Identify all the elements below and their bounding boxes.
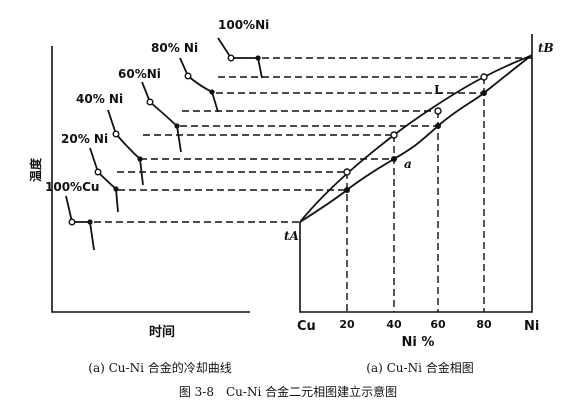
- curve-label-20ni: 20% Ni: [61, 132, 108, 146]
- liquidus-line: [299, 54, 533, 223]
- cooling-curve-40ni: [107, 109, 144, 186]
- cooling-axes: [51, 46, 250, 313]
- solidus-label: a: [404, 157, 412, 171]
- cooling-curve-20ni: [89, 147, 119, 213]
- x-tick-60: 60: [430, 318, 446, 331]
- caption-left: (a) Cu-Ni 合金的冷却曲线: [88, 360, 231, 375]
- curve-label-100ni: 100%Ni: [218, 18, 269, 32]
- cooling-curve-100ni: [217, 37, 263, 79]
- phase-axes: [299, 34, 533, 313]
- liquidus-point-20: [343, 168, 351, 176]
- temperature-axis-label: 温度: [28, 157, 43, 182]
- solidus-point-40: [391, 156, 397, 162]
- solidus-line: [299, 54, 533, 223]
- x-tick-40: 40: [386, 318, 402, 331]
- curve-label-40ni: 40% Ni: [76, 92, 123, 106]
- solidus-point-60: [435, 123, 441, 129]
- curve-label-80ni: 80% Ni: [151, 41, 198, 55]
- liquidus-point-80: [480, 73, 488, 81]
- liquidus-point-60: [434, 107, 442, 115]
- x-axis-ni-label: Ni: [524, 319, 539, 334]
- cooling-curve-60ni: [141, 81, 182, 153]
- phase-diagram-chart: tA tB L a Cu Ni 20 40 60 80 Ni %: [284, 34, 554, 350]
- caption-right: (a) Cu-Ni 合金相图: [366, 360, 473, 375]
- cooling-curve-100cu: [65, 195, 95, 251]
- liquidus-point-40: [390, 131, 398, 139]
- projection-lines-vertical: [346, 77, 485, 312]
- solidus-point-20: [344, 187, 350, 193]
- x-axis-cu-label: Cu: [297, 319, 316, 334]
- tb-label: tB: [538, 41, 554, 55]
- cooling-curves-chart: 温度 时间 100%Ni 80% Ni 60%Ni 40% Ni 20% Ni …: [28, 18, 269, 340]
- curve-label-100cu: 100%Cu: [45, 180, 99, 194]
- x-tick-20: 20: [339, 318, 355, 331]
- figure-caption: 图 3-8 Cu-Ni 合金二元相图建立示意图: [179, 384, 397, 399]
- time-axis-label: 时间: [149, 324, 175, 340]
- x-tick-80: 80: [476, 318, 492, 331]
- liquidus-label: L: [434, 83, 443, 97]
- projection-lines-horizontal: [94, 57, 532, 223]
- cooling-curve-80ni: [179, 57, 219, 113]
- curve-label-60ni: 60%Ni: [118, 67, 161, 81]
- ta-label: tA: [284, 229, 299, 243]
- solidus-point-80: [481, 90, 487, 96]
- x-axis-ni-percent-label: Ni %: [402, 335, 435, 350]
